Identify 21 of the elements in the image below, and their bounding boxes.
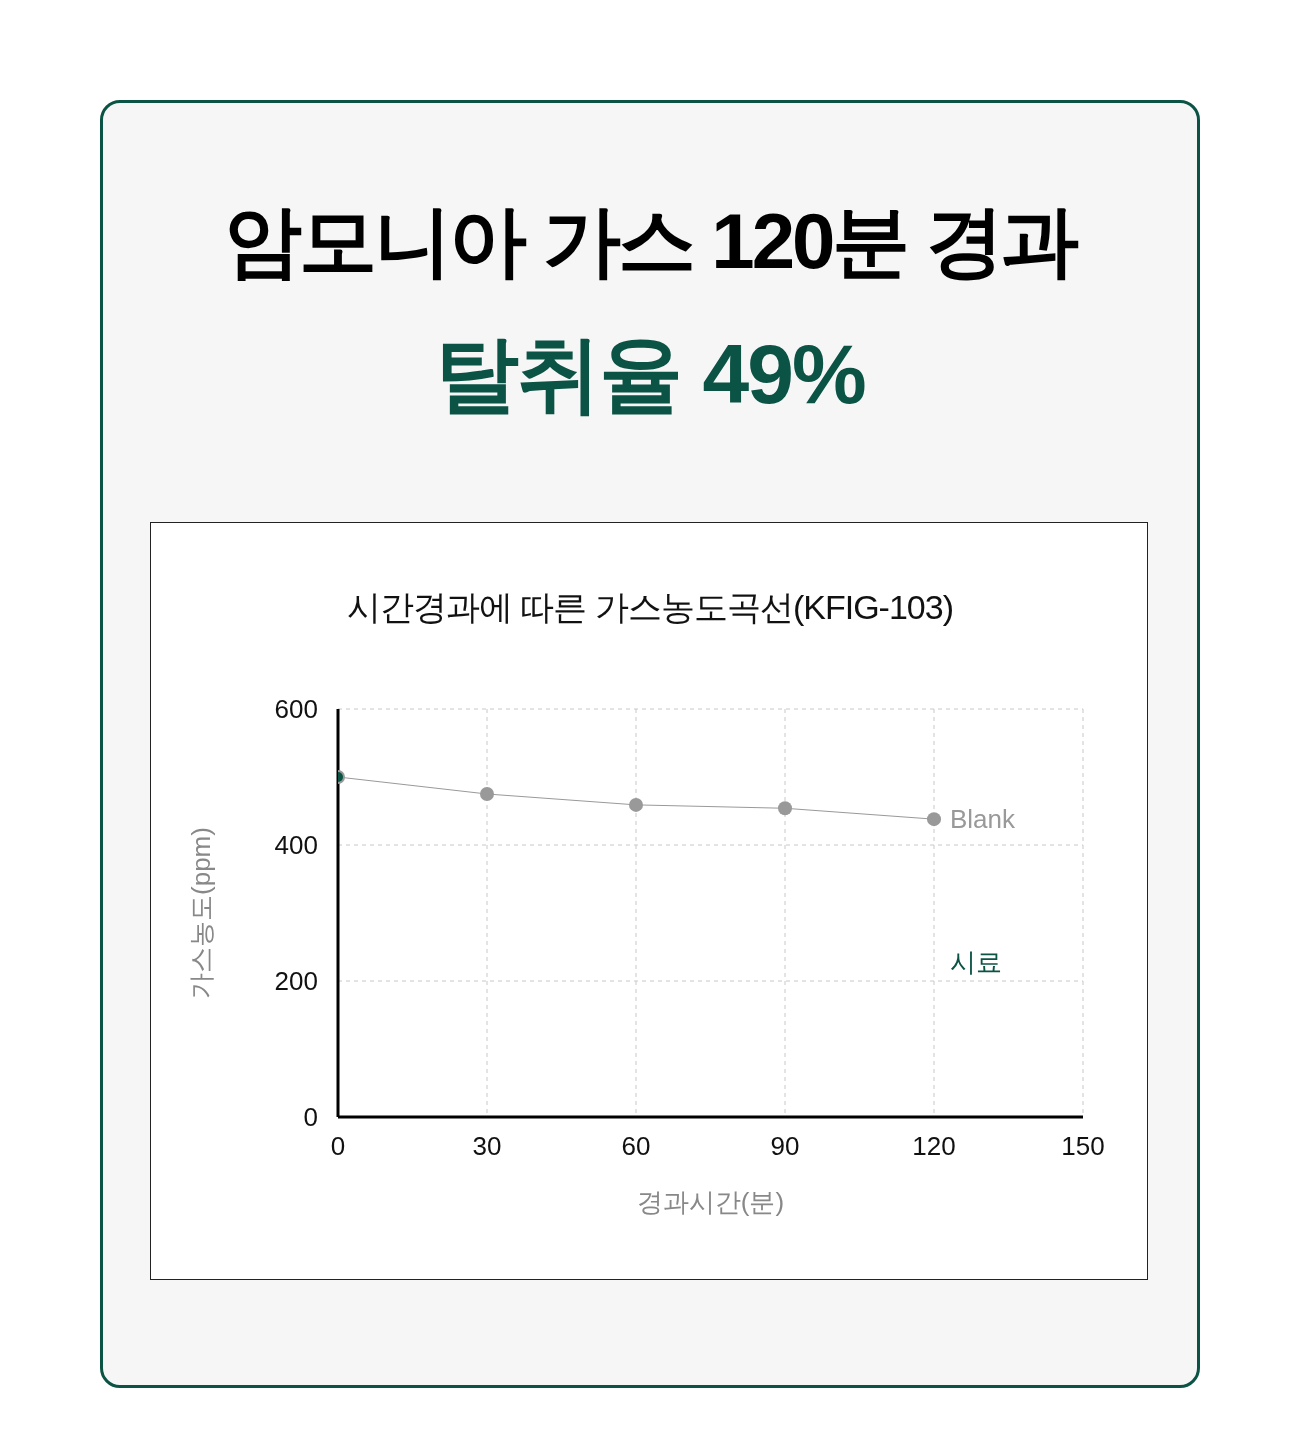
y-tick-label: 400: [274, 830, 318, 861]
y-tick-label: 0: [303, 1102, 318, 1133]
x-tick-label: 60: [621, 1131, 651, 1162]
y-axis-title: 가스농도(ppm): [186, 827, 217, 999]
point: [629, 797, 643, 812]
x-tick-label: 150: [1061, 1131, 1105, 1162]
text: 시간경과에 따른 가스농도곡선(KFIG-103): [346, 587, 954, 628]
x-tick-label: 30: [472, 1131, 502, 1162]
text: 시료: [950, 945, 1002, 979]
chart-title: 암모니아 가스 120분 경과: [222, 196, 1078, 287]
x-axis-title: 경과시간(분): [636, 1187, 785, 1217]
x-tick-label: 90: [770, 1131, 800, 1162]
x-tick-label: 120: [912, 1131, 956, 1162]
series-label: Blank: [950, 803, 1016, 837]
y-tick-label: 600: [274, 694, 318, 725]
y-tick-label: 200: [274, 966, 318, 997]
point: [927, 812, 941, 827]
chart-subtitle: 탈취율 49%: [434, 326, 866, 423]
point: [480, 787, 494, 801]
x-tick-label: 0: [330, 1131, 346, 1162]
point: [778, 801, 792, 816]
